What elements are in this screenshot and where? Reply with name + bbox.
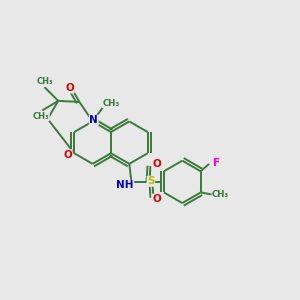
Text: CH₃: CH₃ bbox=[212, 190, 229, 199]
Text: F: F bbox=[213, 158, 220, 168]
Text: S: S bbox=[147, 176, 155, 186]
Text: NH: NH bbox=[116, 180, 134, 190]
Text: N: N bbox=[89, 115, 98, 125]
Text: O: O bbox=[63, 150, 72, 160]
Text: O: O bbox=[152, 194, 161, 204]
Text: O: O bbox=[65, 83, 74, 93]
Text: CH₃: CH₃ bbox=[36, 77, 53, 86]
Text: CH₃: CH₃ bbox=[102, 99, 120, 108]
Text: O: O bbox=[152, 160, 161, 170]
Text: CH₃: CH₃ bbox=[33, 112, 49, 121]
